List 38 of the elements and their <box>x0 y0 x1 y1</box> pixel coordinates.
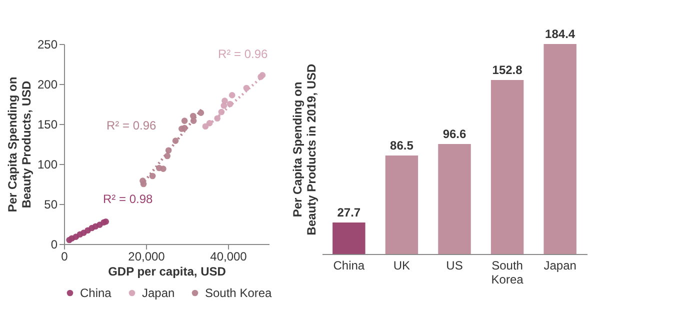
bar <box>544 44 576 254</box>
legend-label: China <box>80 286 112 300</box>
bar <box>385 155 418 254</box>
data-label: 86.5 <box>390 138 414 152</box>
y-axis-title: Per Capita Spending on Beauty Products, USD <box>5 76 34 212</box>
x-tick-label: US <box>446 258 463 272</box>
x-tick-label: 0 <box>61 250 68 264</box>
x-tick-label: South Korea <box>491 258 524 286</box>
point <box>228 92 236 98</box>
point <box>222 98 228 104</box>
data-label: 184.4 <box>545 27 576 41</box>
x-axis-title: GDP per capita, USD <box>108 264 226 278</box>
point <box>160 166 166 172</box>
annotation: R² = 0.96 <box>218 47 268 61</box>
x-tick-label: China <box>333 258 365 272</box>
data-label: 96.6 <box>442 126 466 141</box>
bar <box>332 222 366 254</box>
y-tick-label: 200 <box>37 78 58 92</box>
x-tick-label: 40,000 <box>210 250 248 264</box>
data-label: 27.7 <box>337 205 361 220</box>
x-tick-label: 20,000 <box>128 250 166 264</box>
point <box>181 118 188 124</box>
annotation: R² = 0.96 <box>106 118 157 133</box>
y-tick-label: 0 <box>50 238 58 252</box>
bar <box>490 80 524 254</box>
x-tick-label: UK <box>393 258 410 272</box>
point <box>149 172 156 180</box>
data-label: 152.8 <box>492 62 523 77</box>
y-axis-title: Per Capita Spending on Beauty Products in 2019, USD <box>290 63 318 236</box>
y-tick-label: 150 <box>37 118 58 132</box>
legend-label: Japan <box>142 286 175 300</box>
y-tick-label: 100 <box>37 158 58 172</box>
legend-label: South Korea <box>205 286 272 300</box>
y-tick-label: 250 <box>37 38 58 52</box>
annotation: R² = 0.98 <box>102 192 153 206</box>
y-tick-label: 50 <box>44 198 58 212</box>
x-tick-label: Japan <box>544 258 576 272</box>
bar <box>438 144 471 254</box>
